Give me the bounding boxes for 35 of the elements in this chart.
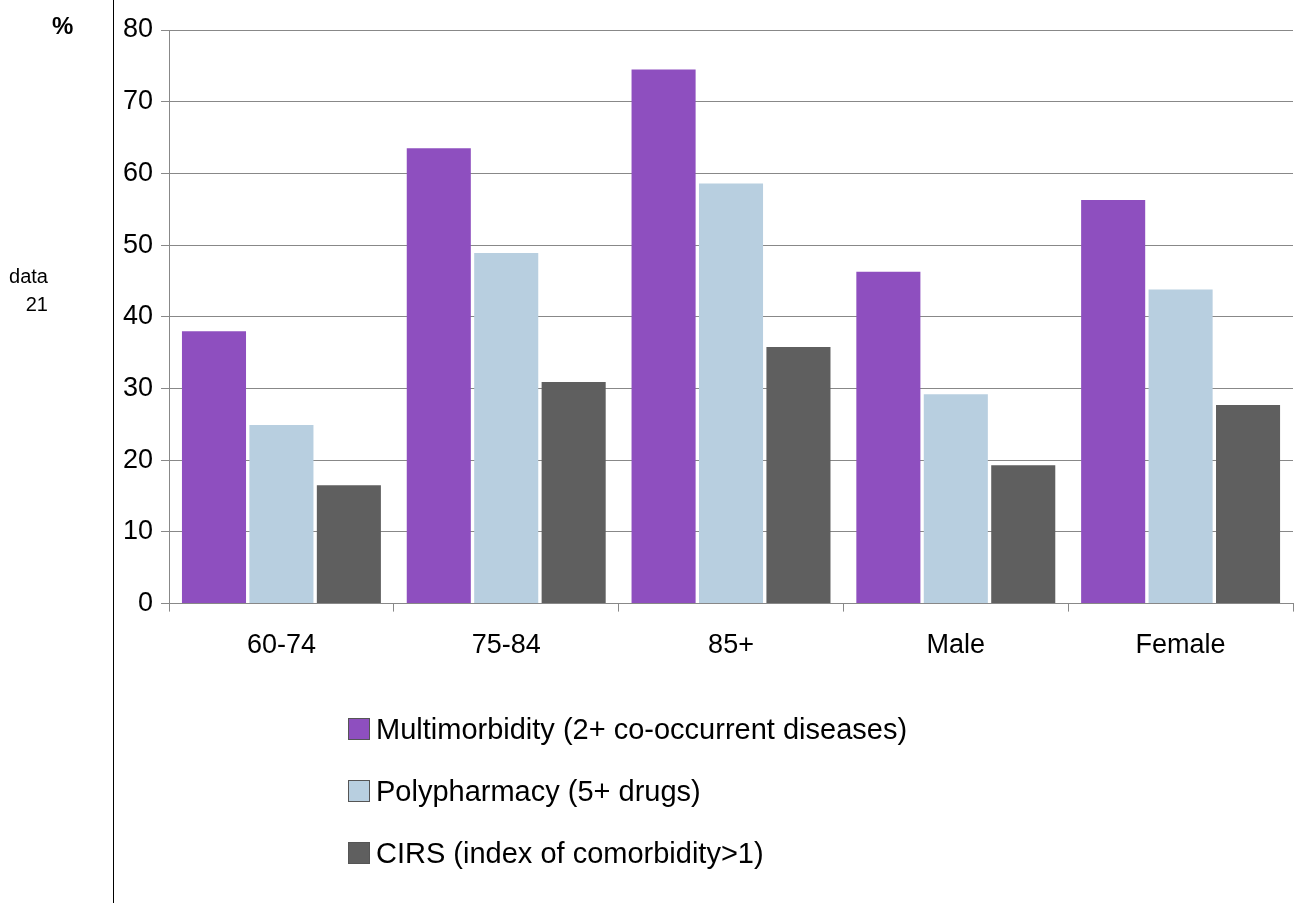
bar [698,183,764,604]
y-tick-label: 30 [122,371,154,402]
y-tick-label: 0 [138,587,154,618]
bar [541,382,606,604]
bar [1081,199,1146,604]
bar [474,252,539,604]
x-tick-label: Male [926,629,986,660]
y-tick-label: 40 [122,300,154,331]
y-tick-label: 70 [122,85,154,116]
x-tick-label: 60-74 [246,629,316,660]
bar [249,425,314,604]
legend-label: Polypharmacy (5+ drugs) [376,774,701,808]
bar [923,394,988,604]
text: 21 [24,292,48,317]
y-axis-title: % [52,12,74,40]
x-tick-label: 75-84 [471,629,541,660]
y-tick-label: 60 [122,156,154,187]
bar [766,346,831,604]
bar [316,485,381,604]
legend-label: Multimorbidity (2+ co-occurrent diseases) [376,712,908,746]
bar [631,69,696,604]
y-tick-label: 10 [122,515,154,546]
legend-label: CIRS (index of comorbidity>1) [376,836,764,870]
y-tick-label: 20 [122,443,154,474]
text: data [8,264,48,289]
bar [1216,404,1281,604]
bar [181,331,247,604]
y-tick-label: 50 [122,228,154,259]
y-tick-label: 80 [122,13,154,44]
bar [991,465,1056,604]
x-tick-label: Female [1135,629,1226,660]
bar [1148,289,1213,604]
bar [406,148,471,604]
x-tick-label: 85+ [708,629,754,660]
bar [856,271,921,604]
